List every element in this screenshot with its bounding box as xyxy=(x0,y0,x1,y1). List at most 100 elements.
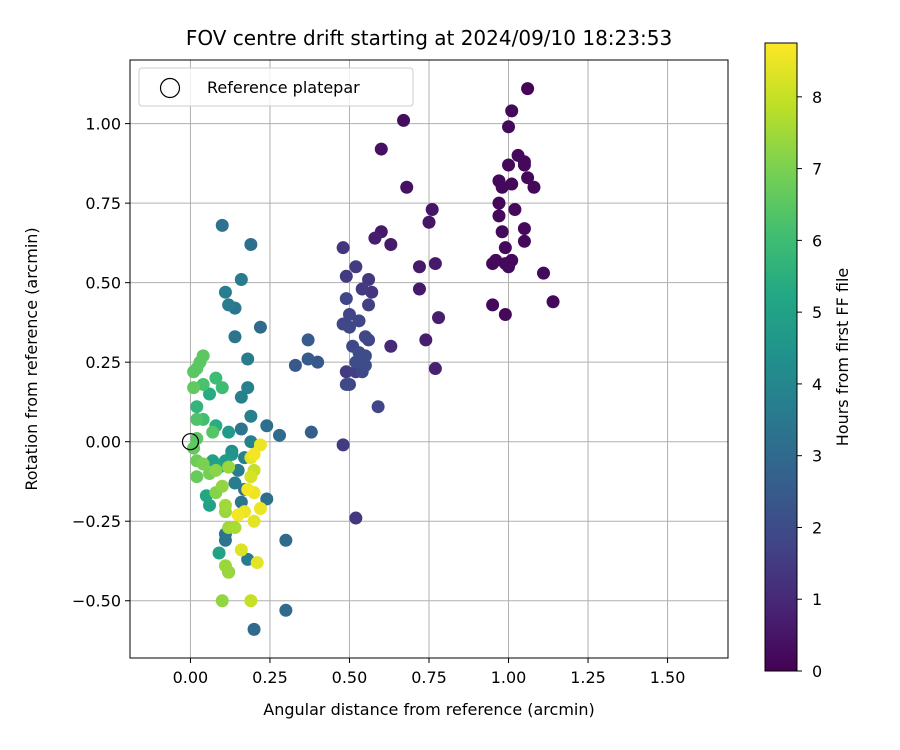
data-point xyxy=(218,285,232,299)
data-point xyxy=(339,292,353,306)
y-axis-label: Rotation from reference (arcmin) xyxy=(22,227,41,490)
data-point xyxy=(190,400,204,414)
data-point xyxy=(362,272,376,286)
y-tick-label: −0.50 xyxy=(72,592,121,611)
reference-platepar-marker xyxy=(181,433,200,451)
x-tick-label: 0.50 xyxy=(332,668,368,687)
data-point xyxy=(222,425,236,439)
colorbar-tick-label: 1 xyxy=(812,590,822,609)
data-point xyxy=(196,349,210,363)
data-point xyxy=(260,492,274,506)
data-point xyxy=(222,298,236,312)
data-point xyxy=(358,349,372,363)
data-point xyxy=(279,533,293,547)
data-point xyxy=(517,222,531,236)
data-point xyxy=(241,381,255,395)
colorbar-frame xyxy=(764,42,798,672)
data-point xyxy=(412,260,426,274)
data-point xyxy=(425,203,439,216)
data-point xyxy=(228,476,242,490)
data-point xyxy=(244,470,258,484)
data-point xyxy=(247,447,261,461)
x-tick-label: 0.75 xyxy=(411,668,447,687)
data-point xyxy=(231,508,245,522)
data-point xyxy=(371,400,385,414)
data-point xyxy=(301,352,315,366)
y-tick-label: 1.00 xyxy=(85,115,121,134)
colorbar-tick-label: 8 xyxy=(812,88,822,107)
data-point xyxy=(253,502,267,515)
x-tick-label: 0.25 xyxy=(252,668,288,687)
data-point xyxy=(492,196,506,210)
legend-box xyxy=(138,67,414,107)
data-point xyxy=(288,358,302,372)
data-point xyxy=(218,533,232,547)
data-point xyxy=(508,203,522,216)
data-point xyxy=(218,498,232,512)
data-point xyxy=(187,441,201,455)
data-point xyxy=(492,209,506,223)
colorbar: 0 1 2 3 4 5 6 7 8 Hours from first FF file xyxy=(764,42,852,681)
data-point xyxy=(247,514,261,528)
colorbar-tick-label: 2 xyxy=(812,518,822,537)
data-point xyxy=(342,320,356,334)
x-tick-label: 1.25 xyxy=(570,668,606,687)
colorbar-tick-label: 3 xyxy=(812,447,822,466)
data-point xyxy=(502,158,516,172)
y-tick-label: 0.50 xyxy=(85,274,121,293)
data-point xyxy=(358,358,372,372)
data-point xyxy=(412,282,426,296)
data-point xyxy=(244,594,258,608)
legend-entry-label: Reference platepar xyxy=(207,78,360,97)
data-point xyxy=(244,409,258,423)
data-point xyxy=(428,362,442,376)
y-tick-label: 0.75 xyxy=(85,194,121,213)
colorbar-tick-label: 7 xyxy=(812,160,822,179)
colorbar-ticks: 0 1 2 3 4 5 6 7 8 xyxy=(797,88,822,681)
data-point xyxy=(422,215,436,229)
x-tick-label: 0.00 xyxy=(173,668,209,687)
data-point xyxy=(502,120,516,134)
data-point xyxy=(215,479,229,493)
x-tick-label: 1.50 xyxy=(650,668,686,687)
data-point xyxy=(215,218,229,232)
data-point xyxy=(517,234,531,248)
data-point xyxy=(400,180,414,194)
data-point xyxy=(362,298,376,312)
data-point xyxy=(187,381,201,395)
chart-title: FOV centre drift starting at 2024/09/10 … xyxy=(186,26,672,50)
colorbar-gradient xyxy=(765,43,797,671)
data-point xyxy=(339,377,353,391)
legend-open-circle-icon xyxy=(159,77,181,99)
data-point xyxy=(301,333,315,347)
data-point xyxy=(486,298,500,312)
data-point xyxy=(349,260,363,274)
y-tick-label: −0.25 xyxy=(72,512,121,531)
data-point xyxy=(336,438,350,452)
data-point xyxy=(384,237,398,251)
data-point xyxy=(342,307,356,321)
data-point xyxy=(196,457,210,471)
data-point xyxy=(273,428,286,442)
data-point xyxy=(215,381,229,395)
data-point xyxy=(432,311,446,325)
data-point xyxy=(384,339,398,353)
y-tick-label: 0.00 xyxy=(85,433,121,452)
data-point xyxy=(222,460,236,474)
data-point xyxy=(517,155,531,169)
data-point xyxy=(358,330,372,344)
data-point xyxy=(244,237,258,251)
data-point xyxy=(397,113,411,127)
data-point xyxy=(521,171,535,185)
data-point xyxy=(190,412,204,426)
data-point xyxy=(209,463,223,477)
x-axis-label: Angular distance from reference (arcmin) xyxy=(263,700,594,719)
data-point xyxy=(253,438,267,452)
data-point xyxy=(234,543,248,557)
data-point xyxy=(352,314,366,328)
data-point xyxy=(212,546,226,560)
data-point xyxy=(228,521,242,535)
data-point xyxy=(336,241,350,255)
